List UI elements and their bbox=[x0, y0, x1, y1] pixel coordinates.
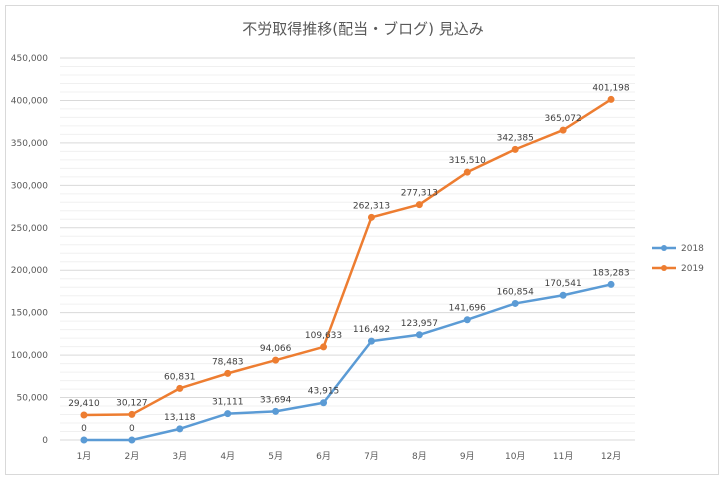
x-tick-label: 5月 bbox=[268, 451, 283, 462]
x-tick-label: 12月 bbox=[601, 451, 621, 462]
data-label-2018: 116,492 bbox=[353, 325, 390, 335]
x-tick-label: 6月 bbox=[316, 451, 331, 462]
legend: 2018 2019 bbox=[652, 244, 704, 274]
data-label-2019: 109,633 bbox=[305, 331, 342, 341]
data-label-2018: 160,854 bbox=[497, 287, 534, 297]
data-point-2019 bbox=[224, 369, 232, 377]
data-label-2018: 31,111 bbox=[212, 398, 244, 408]
series-group bbox=[80, 95, 615, 444]
data-label-2018: 141,696 bbox=[449, 304, 486, 314]
x-tick-label: 1月 bbox=[77, 451, 92, 462]
data-point-2019 bbox=[272, 356, 280, 364]
data-point-2018 bbox=[272, 407, 280, 415]
y-tick-label: 450,000 bbox=[11, 54, 48, 64]
legend-label-2019: 2019 bbox=[681, 264, 704, 274]
series-line-2019 bbox=[82, 98, 613, 417]
data-label-2019: 342,385 bbox=[497, 133, 534, 143]
data-point-2019 bbox=[80, 411, 88, 419]
y-tick-label: 300,000 bbox=[11, 181, 48, 191]
legend-label-2018: 2018 bbox=[681, 244, 704, 254]
data-point-2018 bbox=[224, 410, 232, 418]
data-point-2018 bbox=[415, 331, 423, 339]
y-axis: 0 50,000 100,000 150,000 200,000 250,000 300,0… bbox=[11, 54, 48, 446]
data-label-2019: 29,410 bbox=[68, 399, 100, 409]
data-label-2019: 94,066 bbox=[260, 344, 292, 354]
y-tick-label: 200,000 bbox=[11, 266, 48, 276]
y-tick-label: 100,000 bbox=[11, 351, 48, 361]
data-label-2018: 170,541 bbox=[545, 279, 582, 289]
data-point-2018 bbox=[511, 299, 519, 307]
series-line-2018 bbox=[82, 283, 613, 442]
chart-title: 不労取得推移(配当・ブログ) 見込み bbox=[242, 20, 483, 38]
x-tick-label: 3月 bbox=[172, 451, 187, 462]
data-label-2018: 0 bbox=[81, 424, 87, 434]
data-label-2018: 43,915 bbox=[308, 387, 340, 397]
data-point-2018 bbox=[463, 316, 471, 324]
data-label-2018: 0 bbox=[129, 424, 135, 434]
x-tick-label: 8月 bbox=[412, 451, 427, 462]
data-label-2019: 262,313 bbox=[353, 201, 390, 211]
legend-marker-2018 bbox=[661, 245, 667, 251]
data-point-2019 bbox=[559, 126, 567, 134]
legend-marker-2019 bbox=[661, 265, 667, 271]
y-tick-label: 250,000 bbox=[11, 224, 48, 234]
data-label-2019: 401,198 bbox=[592, 83, 629, 93]
data-label-2018: 183,283 bbox=[592, 268, 629, 278]
x-tick-label: 7月 bbox=[364, 451, 379, 462]
data-point-2019 bbox=[415, 201, 423, 209]
y-tick-label: 50,000 bbox=[17, 394, 49, 404]
x-tick-label: 11月 bbox=[553, 451, 573, 462]
x-tick-label: 10月 bbox=[505, 451, 525, 462]
data-label-2019: 315,510 bbox=[449, 156, 486, 166]
data-point-2018 bbox=[320, 399, 328, 407]
data-point-2018 bbox=[559, 291, 567, 299]
data-label-2018: 123,957 bbox=[401, 319, 438, 329]
data-point-2018 bbox=[607, 280, 615, 288]
x-axis: 1月 2月 3月 4月 5月 6月 7月 8月 9月 10月 11月 12月 bbox=[77, 451, 622, 462]
data-point-2018 bbox=[80, 436, 88, 444]
data-label-2019: 78,483 bbox=[212, 357, 244, 367]
x-tick-label: 9月 bbox=[460, 451, 475, 462]
data-labels: 0 0 13,118 31,111 33,694 43,915 116,492 123,957… bbox=[68, 83, 630, 434]
data-point-2019 bbox=[367, 213, 375, 221]
data-point-2019 bbox=[128, 410, 136, 418]
data-point-2018 bbox=[128, 436, 136, 444]
y-tick-label: 0 bbox=[42, 436, 48, 446]
y-tick-label: 350,000 bbox=[11, 139, 48, 149]
x-tick-label: 4月 bbox=[220, 451, 235, 462]
data-point-2018 bbox=[176, 425, 184, 433]
data-point-2019 bbox=[511, 145, 519, 153]
data-point-2019 bbox=[176, 384, 184, 392]
y-tick-label: 150,000 bbox=[11, 309, 48, 319]
data-label-2019: 277,313 bbox=[401, 189, 438, 199]
data-label-2019: 60,831 bbox=[164, 372, 196, 382]
y-tick-label: 400,000 bbox=[11, 96, 48, 106]
data-point-2019 bbox=[463, 168, 471, 176]
data-label-2019: 365,072 bbox=[545, 114, 582, 124]
data-label-2019: 30,127 bbox=[116, 398, 148, 408]
data-point-2019 bbox=[320, 343, 328, 351]
x-tick-label: 2月 bbox=[125, 451, 140, 462]
data-label-2018: 13,118 bbox=[164, 413, 196, 423]
data-point-2018 bbox=[367, 337, 375, 345]
data-point-2019 bbox=[607, 95, 615, 103]
data-label-2018: 33,694 bbox=[260, 395, 292, 405]
